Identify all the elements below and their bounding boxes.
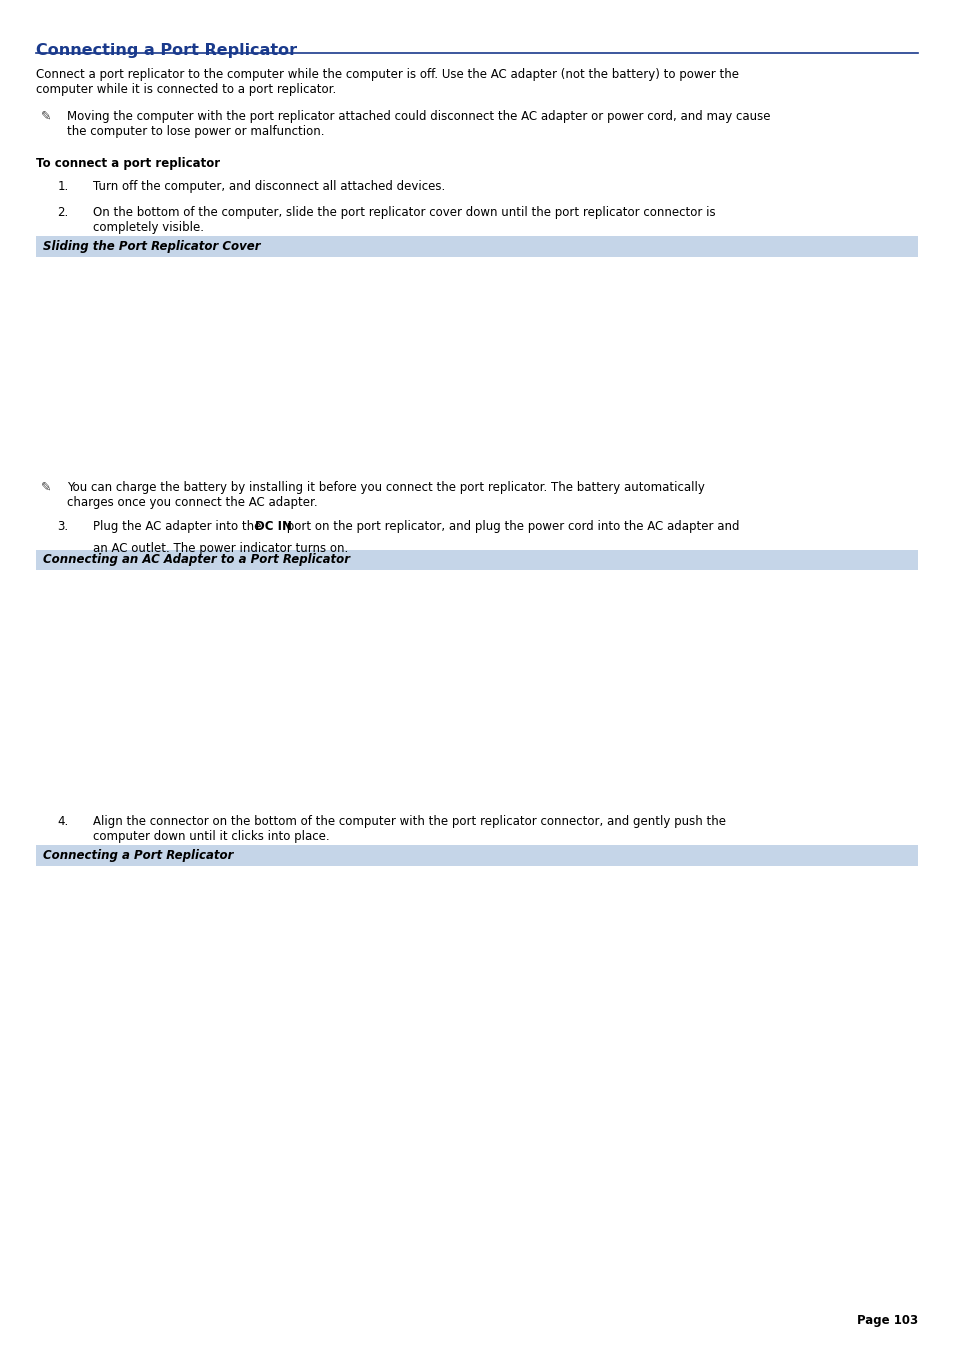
Bar [36,254,917,451]
Text: You can charge the battery by installing it before you connect the port replicat: You can charge the battery by installing… [67,481,704,509]
Text: 3.: 3. [57,520,69,534]
Text: Turn off the computer, and disconnect all attached devices.: Turn off the computer, and disconnect al… [93,180,445,193]
Text: Connect a port replicator to the computer while the computer is off. Use the AC : Connect a port replicator to the compute… [36,68,739,96]
Text: DC IN: DC IN [255,520,292,534]
Text: Connecting an AC Adapter to a Port Replicator: Connecting an AC Adapter to a Port Repli… [43,554,350,566]
Bar [36,567,917,790]
Text: Connecting a Port Replicator: Connecting a Port Replicator [36,42,297,58]
Bar [36,844,917,866]
Bar [36,550,917,570]
Text: Plug the AC adapter into the: Plug the AC adapter into the [93,520,265,534]
Bar [36,236,917,257]
Text: Page 103: Page 103 [856,1313,917,1327]
Text: Sliding the Port Replicator Cover: Sliding the Port Replicator Cover [43,240,260,253]
Text: Connecting a Port Replicator: Connecting a Port Replicator [43,848,233,862]
Text: ✎: ✎ [41,111,51,123]
Text: ✎: ✎ [41,481,51,494]
Text: To connect a port replicator: To connect a port replicator [36,157,220,170]
Text: an AC outlet. The power indicator turns on.: an AC outlet. The power indicator turns … [93,542,349,555]
Text: On the bottom of the computer, slide the port replicator cover down until the po: On the bottom of the computer, slide the… [93,205,716,234]
Text: Moving the computer with the port replicator attached could disconnect the AC ad: Moving the computer with the port replic… [67,111,769,138]
Text: 2.: 2. [57,205,69,219]
Text: 1.: 1. [57,180,69,193]
Text: 4.: 4. [57,815,69,828]
Text: Align the connector on the bottom of the computer with the port replicator conne: Align the connector on the bottom of the… [93,815,726,843]
Text: port on the port replicator, and plug the power cord into the AC adapter and: port on the port replicator, and plug th… [283,520,739,534]
